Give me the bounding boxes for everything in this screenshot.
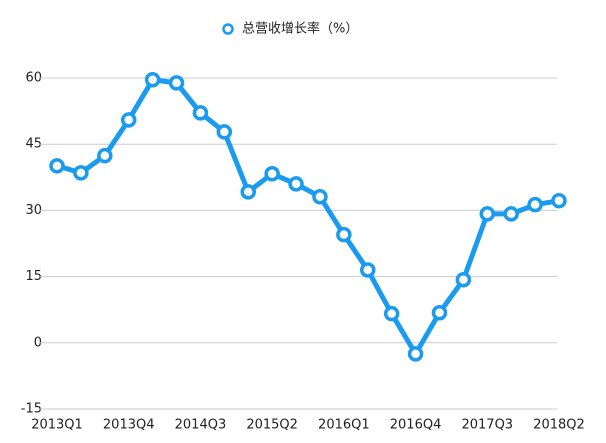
point <box>73 165 89 181</box>
point <box>288 176 304 192</box>
point <box>479 206 496 222</box>
x-tick-label: 2017Q3 <box>461 418 513 433</box>
series-line <box>56 77 560 357</box>
y-tick-label: 15 <box>25 269 42 284</box>
point <box>168 75 185 91</box>
legend-label: 总营收增长率（%） <box>242 21 358 37</box>
point <box>551 192 567 209</box>
point <box>144 72 161 88</box>
x-tick-label: 2016Q1 <box>318 418 370 433</box>
point <box>216 124 233 140</box>
x-tick-label: 2014Q3 <box>175 418 227 433</box>
point <box>407 346 424 362</box>
point <box>120 112 137 128</box>
x-tick-label: 2016Q4 <box>390 418 442 433</box>
point <box>49 158 65 174</box>
x-tick-label: 2015Q2 <box>246 418 298 433</box>
x-tick-label: 2018Q2 <box>533 418 585 433</box>
point <box>240 184 256 200</box>
point <box>431 305 448 321</box>
x-tick-label: 2013Q1 <box>31 418 83 433</box>
point <box>312 188 328 205</box>
y-tick-label: 30 <box>25 203 42 218</box>
point <box>383 305 400 322</box>
point <box>503 206 519 222</box>
point <box>360 262 376 278</box>
y-tick-label: 0 <box>34 335 42 350</box>
x-tick-label: 2013Q4 <box>103 418 155 433</box>
y-tick-label: 45 <box>25 137 42 152</box>
y-tick-label: -15 <box>21 402 42 417</box>
point <box>192 105 209 121</box>
point <box>264 166 280 182</box>
point <box>527 196 543 213</box>
point <box>455 271 472 288</box>
y-tick-label: 60 <box>25 71 42 86</box>
legend-marker <box>222 23 234 35</box>
point <box>336 226 352 243</box>
point <box>97 147 113 164</box>
